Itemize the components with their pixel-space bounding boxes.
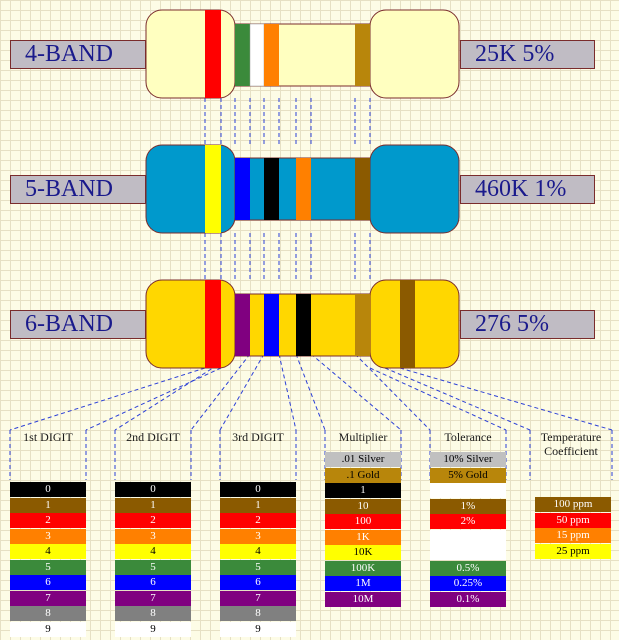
code-row: 1: [220, 497, 296, 513]
code-row: 8: [10, 606, 86, 621]
resistor-body: [145, 279, 460, 369]
code-row: 7: [220, 590, 296, 606]
header-3rd-digit: 3rd DIGIT: [232, 430, 284, 444]
code-row: .01 Silver: [325, 452, 401, 467]
code-row: 1: [325, 483, 401, 498]
code-row: 5: [10, 559, 86, 575]
color-band-5: [355, 158, 370, 220]
color-band-3: [264, 158, 279, 220]
fan-line: [369, 367, 507, 431]
label-4-band: 4-BAND: [10, 40, 146, 69]
value-6-band: 276 5%: [460, 310, 595, 339]
code-row: 1K: [325, 529, 401, 545]
header-1st-digit: 1st DIGIT: [23, 430, 73, 444]
color-band-2: [235, 158, 250, 220]
code-row: [430, 529, 506, 545]
fan-line: [354, 353, 431, 431]
code-row: 1: [10, 497, 86, 513]
code-row: 1: [115, 497, 191, 513]
color-band-2: [235, 294, 250, 356]
color-band-2: [235, 24, 250, 86]
code-row: 100 ppm: [535, 497, 611, 512]
value-5-band: 460K 1%: [460, 175, 595, 204]
code-row: 2: [10, 513, 86, 528]
code-row: 8: [220, 606, 296, 621]
code-row: 7: [10, 590, 86, 606]
code-row: 4: [10, 544, 86, 559]
code-row: 7: [115, 590, 191, 606]
code-row: 2: [115, 513, 191, 528]
code-row: 0: [115, 482, 191, 497]
code-row: 1M: [325, 576, 401, 591]
code-row: 1%: [430, 498, 506, 514]
color-band-5: [355, 294, 370, 356]
color-band-1: [205, 145, 221, 233]
fan-line: [278, 353, 297, 431]
code-row: 10M: [325, 591, 401, 607]
fan-line: [85, 367, 222, 431]
code-row: 10: [325, 498, 401, 514]
code-row: [430, 483, 506, 498]
code-row: 2%: [430, 514, 506, 529]
fan-line: [9, 367, 206, 431]
color-band-5: [355, 24, 370, 86]
code-row: 25 ppm: [535, 543, 611, 559]
header-2nd-digit: 2nd DIGIT: [126, 430, 180, 444]
color-band-4: [264, 24, 279, 86]
resistor-left-cap: [145, 279, 236, 369]
label-5-band: 5-BAND: [10, 175, 146, 204]
code-row: 10% Silver: [430, 452, 506, 467]
header-temperature-coefficient: Temperature Coefficient: [540, 430, 602, 458]
fan-line: [219, 353, 265, 431]
code-row: 6: [10, 575, 86, 590]
code-row: 0: [10, 482, 86, 497]
resistor-body: [145, 144, 460, 234]
code-row: 5% Gold: [430, 467, 506, 483]
code-row: 9: [220, 621, 296, 637]
code-row: 3: [115, 528, 191, 544]
code-row: 0: [220, 482, 296, 497]
code-row: 0.1%: [430, 591, 506, 607]
color-band-3: [264, 294, 279, 356]
code-row: 8: [115, 606, 191, 621]
code-row: 3: [220, 528, 296, 544]
header-multiplier: Multiplier: [338, 430, 388, 444]
header-tolerance: Tolerance: [444, 430, 492, 444]
code-row: 15 ppm: [535, 528, 611, 543]
code-row: 50 ppm: [535, 512, 611, 528]
color-band-1: [205, 280, 221, 368]
code-row: 4: [220, 544, 296, 559]
fan-line: [310, 353, 402, 431]
code-row: 5: [115, 559, 191, 575]
resistor-body: [145, 9, 460, 99]
code-row: 100K: [325, 560, 401, 576]
label-6-band: 6-BAND: [10, 310, 146, 339]
code-row: 4: [115, 544, 191, 559]
color-band-6: [400, 280, 415, 368]
code-row: 5: [220, 559, 296, 575]
code-row: 0.5%: [430, 560, 506, 576]
code-row: 6: [220, 575, 296, 590]
code-row: 9: [115, 621, 191, 637]
color-band-4: [296, 294, 311, 356]
value-4-band: 25K 5%: [460, 40, 595, 69]
fan-line: [384, 367, 531, 431]
code-row: 6: [115, 575, 191, 590]
color-band-1: [205, 10, 221, 98]
code-row: 9: [10, 621, 86, 637]
code-row: 10K: [325, 545, 401, 560]
fan-line: [399, 367, 613, 431]
code-row: [430, 545, 506, 560]
code-row: 0.25%: [430, 576, 506, 591]
code-row: 2: [220, 513, 296, 528]
color-band-4: [296, 158, 311, 220]
code-row: 3: [10, 528, 86, 544]
fan-line: [190, 353, 251, 431]
code-row: .1 Gold: [325, 467, 401, 483]
code-row: 100: [325, 514, 401, 529]
